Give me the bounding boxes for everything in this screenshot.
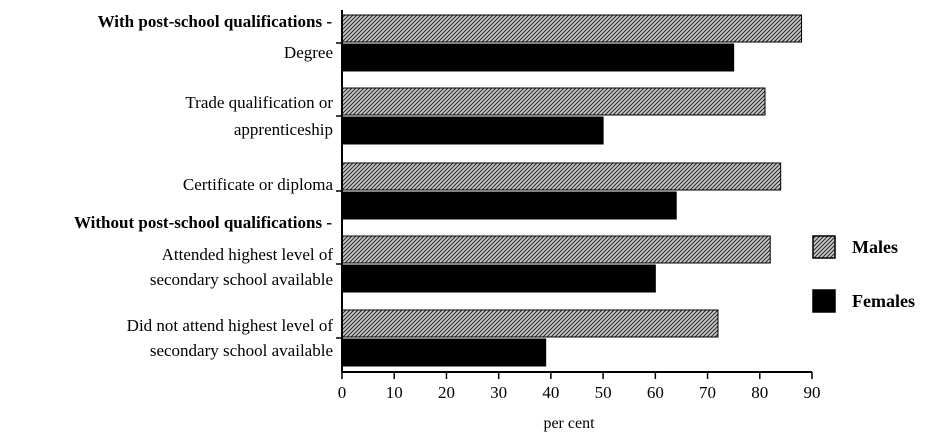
- category-label: secondary school available: [150, 341, 333, 360]
- bar-males-1: [341, 87, 766, 116]
- x-tick-label: 10: [386, 383, 403, 402]
- bar-males-2: [341, 162, 782, 191]
- bar-females-4: [341, 338, 547, 367]
- legend-label-females: Females: [852, 291, 915, 311]
- category-label: secondary school available: [150, 270, 333, 289]
- bar-females-2: [341, 191, 677, 220]
- category-label: Certificate or diploma: [183, 175, 334, 194]
- x-tick-label: 30: [490, 383, 507, 402]
- x-tick-label: 0: [338, 383, 347, 402]
- category-label: apprenticeship: [234, 120, 333, 139]
- bar-males-4: [341, 309, 719, 338]
- bar-males-3: [341, 235, 771, 264]
- x-tick-label: 90: [804, 383, 821, 402]
- bar-females-0: [341, 43, 735, 72]
- group-label: With post-school qualifications -: [98, 12, 333, 31]
- x-axis-title: per cent: [543, 415, 595, 432]
- category-label: Trade qualification or: [185, 93, 333, 112]
- x-tick-label: 60: [647, 383, 664, 402]
- category-label: Attended highest level of: [162, 245, 334, 264]
- category-label: Degree: [284, 43, 333, 62]
- group-label: Without post-school qualifications -: [74, 213, 332, 232]
- bar-males-0: [341, 14, 803, 43]
- legend-swatch-females: [812, 289, 836, 313]
- x-tick-label: 40: [542, 383, 559, 402]
- bar-females-1: [341, 116, 604, 145]
- x-tick-label: 70: [699, 383, 716, 402]
- x-tick-label: 50: [595, 383, 612, 402]
- category-label: Did not attend highest level of: [127, 316, 334, 335]
- x-tick-label: 80: [751, 383, 768, 402]
- x-tick-label: 20: [438, 383, 455, 402]
- legend-label-males: Males: [852, 237, 898, 257]
- legend-swatch-males: [812, 235, 836, 259]
- bar-females-3: [341, 264, 656, 293]
